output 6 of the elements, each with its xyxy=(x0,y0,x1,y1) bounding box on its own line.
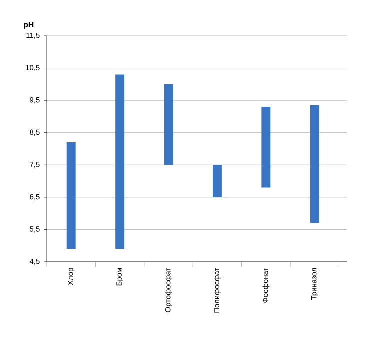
bar xyxy=(310,105,320,224)
bar xyxy=(66,142,76,250)
bar xyxy=(164,84,174,166)
bar xyxy=(262,107,271,188)
bar xyxy=(212,165,222,198)
bar xyxy=(116,74,125,250)
